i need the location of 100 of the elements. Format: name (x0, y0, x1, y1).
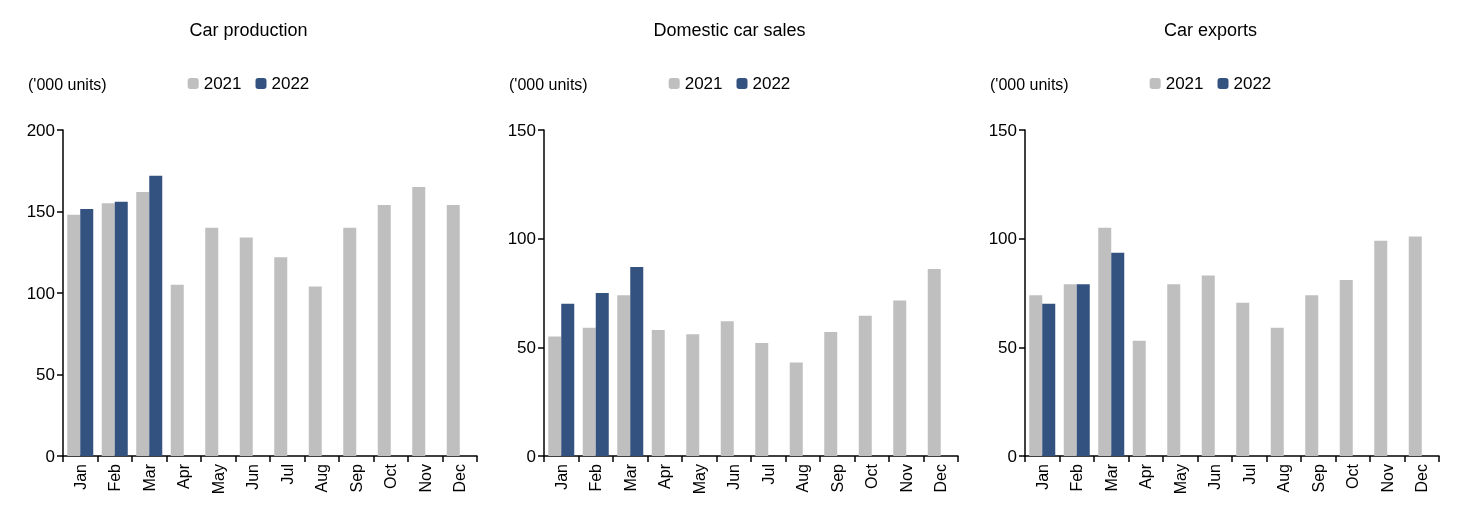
x-tick-label: Nov (1378, 464, 1396, 493)
bar (343, 227, 357, 456)
x-tick-label: Nov (897, 464, 915, 493)
bar (686, 334, 700, 456)
bar (1201, 275, 1215, 456)
x-tick-label: Feb (106, 463, 124, 492)
x-tick-label: Apr (656, 463, 674, 489)
bar (651, 329, 665, 456)
bar (789, 362, 803, 456)
bar (1098, 227, 1112, 456)
x-tick-label: Jun (244, 464, 262, 490)
bar (205, 227, 219, 456)
x-tick-label: Apr (175, 463, 193, 489)
bar (617, 295, 631, 456)
x-tick-label: Jan (1033, 464, 1051, 490)
bar (377, 204, 391, 456)
bar (1374, 240, 1388, 456)
y-tick-label: 50 (998, 337, 1017, 357)
bar (595, 293, 609, 456)
y-axis-title: ('000 units) (990, 75, 1069, 93)
bar (1236, 302, 1250, 456)
x-tick-label: Jul (759, 464, 777, 485)
y-tick-label: 100 (988, 229, 1017, 249)
bar (1408, 236, 1422, 456)
bar (170, 284, 184, 456)
y-tick-label: 0 (1007, 446, 1017, 466)
bar (412, 187, 426, 456)
bar (720, 321, 734, 456)
x-tick-label: Mar (621, 463, 639, 492)
x-tick-label: Mar (140, 463, 158, 492)
x-tick-label: Dec (451, 464, 469, 493)
x-tick-label: Jan (71, 464, 89, 490)
bar (446, 204, 460, 456)
x-tick-label: May (690, 464, 708, 495)
bar (561, 303, 575, 456)
x-tick-label: Jun (725, 464, 743, 490)
chart-title: Car production (189, 20, 308, 40)
bar (893, 300, 907, 456)
bar (1029, 295, 1043, 456)
x-tick-label: Jul (1240, 464, 1258, 485)
x-tick-label: Sep (828, 463, 846, 493)
bar (1063, 284, 1077, 456)
bar (114, 201, 128, 456)
chart-title: Domestic car sales (653, 20, 806, 40)
bar (1270, 327, 1284, 456)
x-tick-label: Feb (1068, 463, 1086, 492)
x-tick-label: Aug (313, 464, 331, 493)
x-tick-label: May (209, 464, 227, 495)
y-axis-title: ('000 units) (509, 75, 588, 93)
bar (136, 191, 150, 456)
x-tick-label: Oct (1344, 463, 1362, 489)
bar (67, 214, 81, 456)
y-tick-label: 150 (988, 120, 1017, 140)
legend-label: 2021 (1165, 74, 1204, 93)
bar (1305, 295, 1319, 456)
y-tick-label: 100 (507, 229, 536, 249)
legend-label: 2021 (684, 74, 723, 93)
bar (1076, 284, 1090, 456)
x-tick-label: Oct (382, 463, 400, 489)
x-tick-label: Feb (587, 463, 605, 492)
legend-label: 2022 (1233, 74, 1272, 93)
x-tick-label: Mar (1102, 463, 1120, 492)
bar (308, 286, 322, 456)
y-axis-title: ('000 units) (28, 75, 107, 93)
x-tick-label: Aug (794, 464, 812, 493)
bar (755, 342, 769, 456)
bar (274, 257, 288, 456)
bar (1132, 340, 1146, 456)
x-tick-label: Jun (1206, 464, 1224, 490)
x-tick-label: Jan (552, 464, 570, 490)
bar (1167, 284, 1181, 456)
bar (582, 327, 596, 456)
bar (858, 315, 872, 456)
x-tick-label: Jul (278, 464, 296, 485)
x-tick-label: Dec (1413, 464, 1431, 493)
y-tick-label: 100 (26, 283, 55, 303)
chart-title: Car exports (1163, 20, 1258, 40)
x-tick-label: Sep (347, 463, 365, 493)
y-tick-label: 0 (526, 446, 536, 466)
bar (80, 209, 94, 456)
y-tick-label: 150 (26, 202, 55, 221)
y-tick-label: 200 (26, 120, 55, 140)
bar (824, 332, 838, 456)
legend-label: 2022 (752, 74, 791, 93)
bar (239, 237, 253, 456)
x-tick-label: Nov (416, 464, 434, 493)
bar (101, 203, 115, 456)
bar (1111, 252, 1125, 456)
bar (927, 269, 941, 456)
bar (548, 336, 562, 456)
x-tick-label: May (1171, 464, 1189, 495)
x-tick-label: Sep (1309, 463, 1327, 493)
y-tick-label: 50 (36, 365, 55, 384)
x-tick-label: Oct (863, 463, 881, 489)
bar (630, 266, 644, 456)
bar (149, 175, 163, 456)
bar (1339, 279, 1353, 456)
x-tick-label: Aug (1275, 464, 1293, 493)
y-tick-label: 150 (507, 120, 536, 140)
x-tick-label: Dec (932, 464, 950, 493)
